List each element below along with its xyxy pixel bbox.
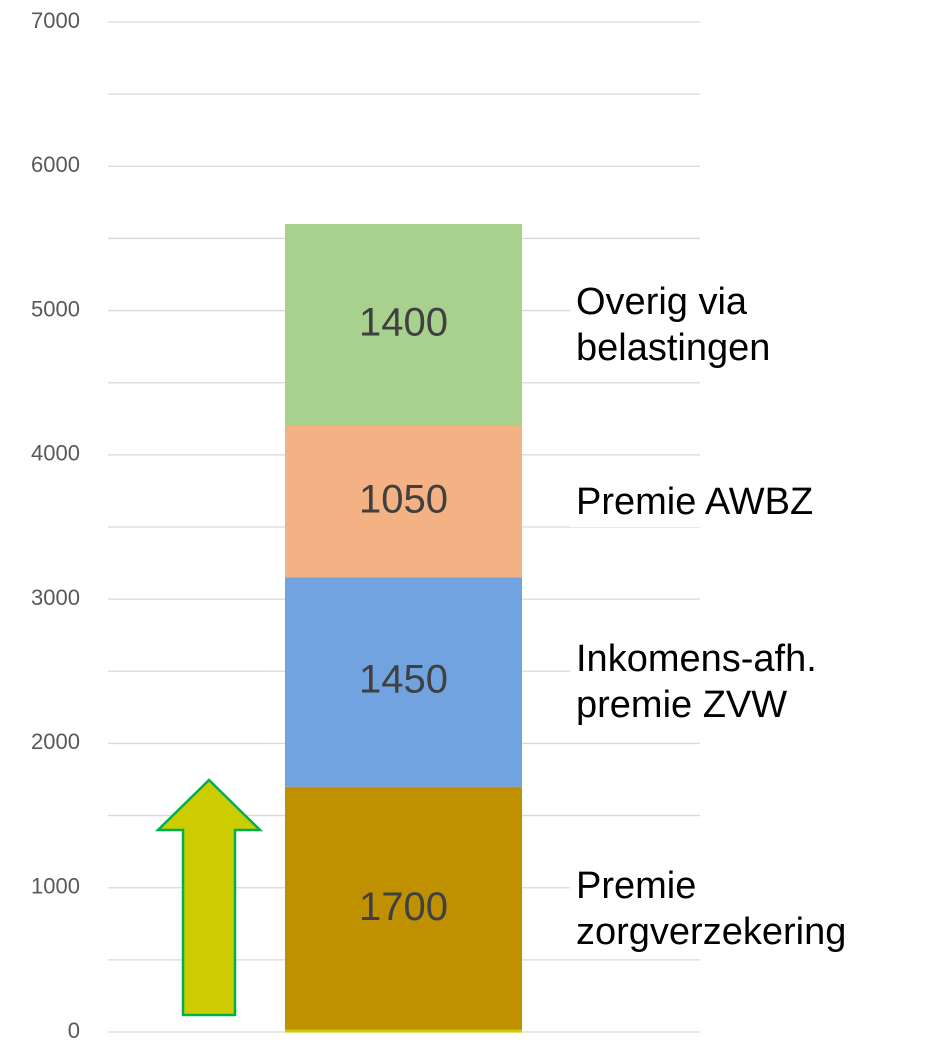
y-tick-label: 1000	[31, 874, 80, 899]
data-label: 1450	[359, 658, 448, 702]
y-tick-label: 2000	[31, 729, 80, 754]
series-label: Premie zorgverzekering	[570, 861, 853, 958]
bar-segment	[285, 224, 522, 426]
bar-segment	[285, 577, 522, 787]
arrow	[154, 778, 264, 1017]
data-label: 1050	[359, 477, 448, 521]
data-label: 1400	[359, 301, 448, 345]
series-label: Overig via belastingen	[570, 277, 777, 373]
y-tick-label: 5000	[31, 296, 80, 321]
y-tick-label: 6000	[31, 152, 80, 177]
series-label: Premie AWBZ	[570, 476, 820, 527]
y-tick-label: 0	[68, 1018, 80, 1043]
bar-segment	[285, 786, 522, 1032]
y-tick-label: 7000	[31, 8, 80, 33]
bar-segment	[285, 426, 522, 578]
y-tick-label: 3000	[31, 585, 80, 610]
y-tick-label: 4000	[31, 441, 80, 466]
data-label: 1700	[359, 885, 448, 929]
series-label: Inkomens-afh. premie ZVW	[570, 634, 823, 731]
